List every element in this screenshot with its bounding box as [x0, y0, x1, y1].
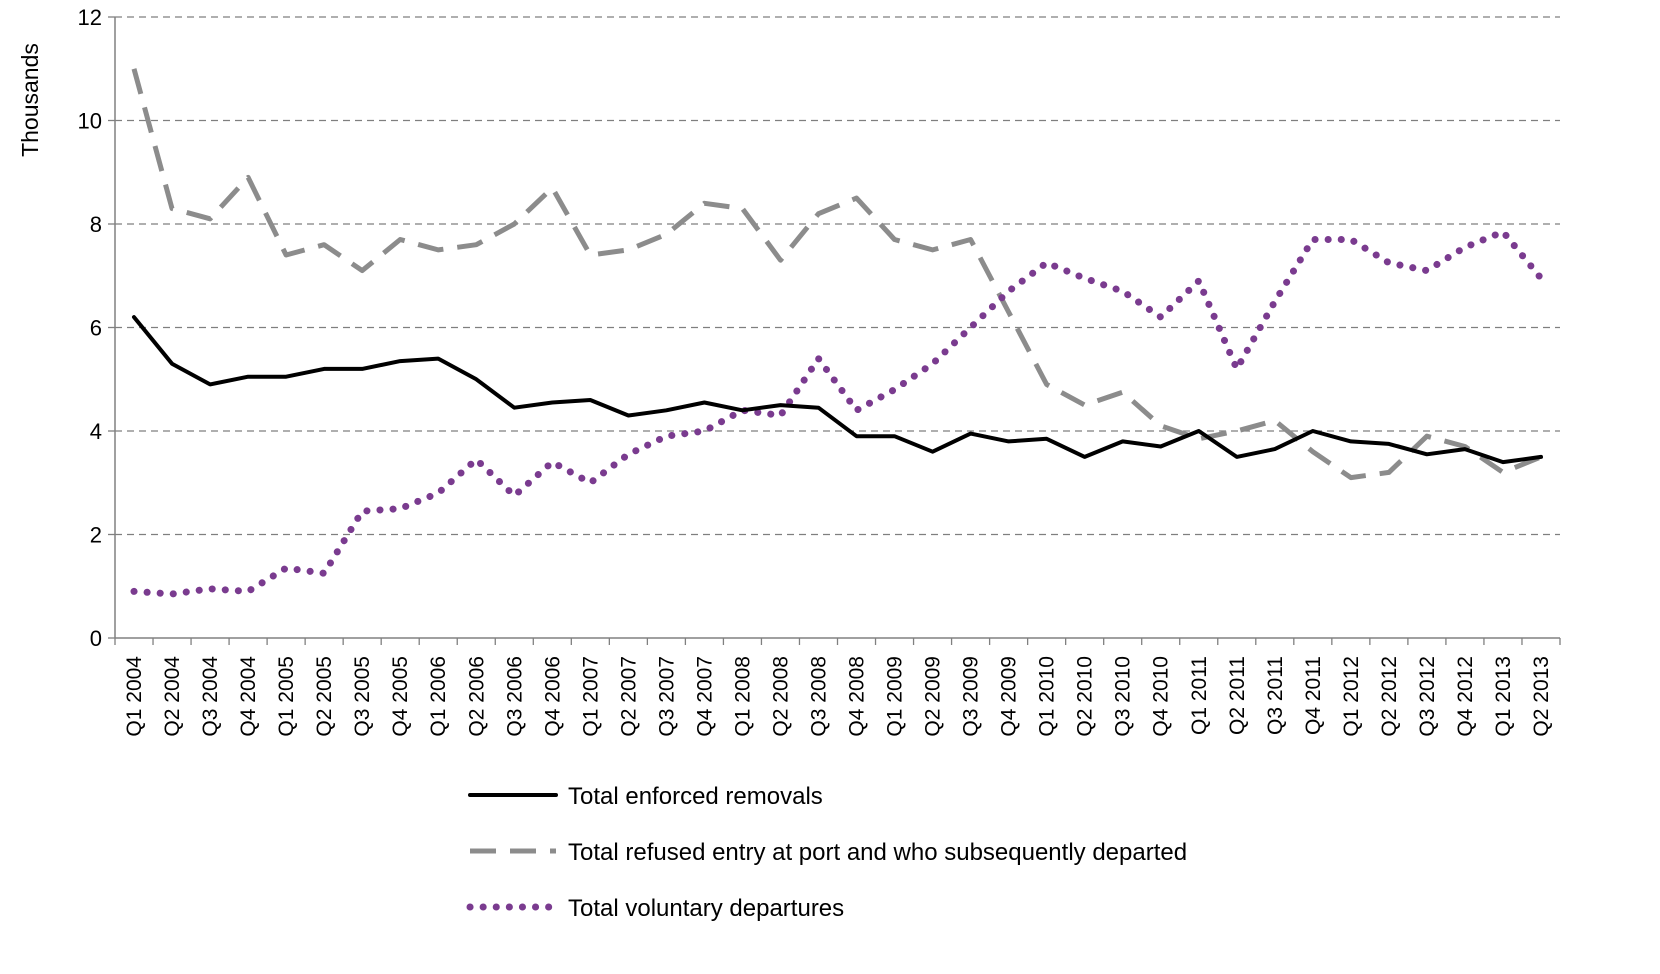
- x-tick-label: Q4 2008: [846, 656, 869, 737]
- y-axis-ticks: 0 2 4 6 8 10 12: [78, 5, 115, 651]
- legend-label-3: Total voluntary departures: [568, 895, 844, 922]
- x-tick-label: Q3 2012: [1416, 656, 1439, 737]
- y-tick-label: 10: [78, 109, 102, 134]
- x-tick-label: Q1 2007: [579, 656, 602, 737]
- x-tick-label: Q2 2008: [769, 656, 792, 737]
- legend-label-1: Total enforced removals: [568, 783, 823, 810]
- x-tick-label: Q1 2012: [1340, 656, 1363, 737]
- x-tick-label: Q3 2009: [960, 656, 983, 737]
- x-tick-label: Q4 2010: [1150, 656, 1173, 737]
- gridlines: [115, 16, 1560, 536]
- x-tick-label: Q1 2006: [427, 656, 450, 737]
- x-tick-label: Q3 2008: [807, 656, 830, 737]
- x-tick-label: Q4 2009: [998, 656, 1021, 737]
- y-axis-title: Thousands: [17, 43, 43, 157]
- x-tick-label: Q3 2007: [655, 656, 678, 737]
- x-tick-label: Q3 2005: [351, 656, 374, 737]
- x-tick-label: Q2 2011: [1226, 656, 1249, 735]
- x-tick-label: Q1 2011: [1188, 656, 1211, 735]
- y-tick-label: 0: [90, 626, 102, 651]
- series-line-3: [130, 228, 1545, 598]
- x-tick-label: Q2 2005: [313, 656, 336, 737]
- x-tick-label: Q2 2007: [617, 656, 640, 737]
- x-tick-label: Q2 2010: [1074, 656, 1097, 737]
- x-tick-label: Q1 2005: [275, 656, 298, 737]
- x-tick-label: Q4 2004: [237, 656, 260, 737]
- x-tick-label: Q2 2009: [922, 656, 945, 737]
- series-lines: [130, 68, 1545, 598]
- x-tick-label: Q1 2009: [884, 656, 907, 737]
- y-tick-label: 6: [90, 316, 102, 341]
- x-tick-label: Q4 2006: [541, 656, 564, 737]
- x-tick-label: Q4 2005: [389, 656, 412, 737]
- x-tick-label: Q3 2006: [503, 656, 526, 737]
- x-tick-label: Q1 2004: [123, 656, 146, 737]
- x-tick-label: Q2 2004: [161, 656, 184, 737]
- x-tick-label: Q1 2010: [1036, 656, 1059, 737]
- x-tick-label: Q3 2010: [1112, 656, 1135, 737]
- x-tick-label: Q1 2013: [1492, 656, 1515, 737]
- x-tick-label: Q3 2011: [1264, 656, 1287, 735]
- x-tick-label: Q2 2012: [1378, 656, 1401, 737]
- x-tick-label: Q4 2007: [693, 656, 716, 737]
- x-tick-label: Q2 2013: [1530, 656, 1553, 737]
- legend-label-2: Total refused entry at port and who subs…: [568, 839, 1187, 866]
- y-tick-label: 8: [90, 212, 102, 237]
- x-axis-ticks: Q1 2004 Q2 2004 Q3 2004 Q4 2004 Q1 2005 Q2 20…: [114, 638, 1561, 737]
- y-tick-label: 2: [90, 523, 102, 548]
- x-tick-label: Q4 2011: [1302, 656, 1325, 735]
- y-tick-label: 4: [90, 419, 102, 444]
- series-line-2: [131, 68, 1542, 481]
- x-tick-label: Q4 2012: [1454, 656, 1477, 737]
- x-tick-label: Q1 2008: [731, 656, 754, 737]
- series-line-1: [132, 315, 1543, 465]
- y-tick-label: 12: [78, 5, 102, 30]
- x-tick-label: Q2 2006: [465, 656, 488, 737]
- legend: Total enforced removals Total refused ent…: [466, 783, 1187, 922]
- x-tick-label: Q3 2004: [199, 656, 222, 737]
